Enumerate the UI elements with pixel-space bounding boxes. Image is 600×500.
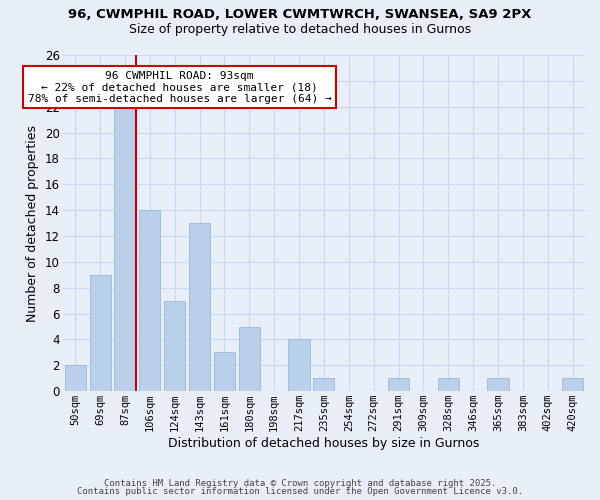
Bar xyxy=(189,223,210,391)
Bar xyxy=(89,275,110,391)
Bar xyxy=(239,326,260,391)
Text: 96 CWMPHIL ROAD: 93sqm
← 22% of detached houses are smaller (18)
78% of semi-det: 96 CWMPHIL ROAD: 93sqm ← 22% of detached… xyxy=(28,70,332,104)
Bar xyxy=(115,106,136,391)
Text: Size of property relative to detached houses in Gurnos: Size of property relative to detached ho… xyxy=(129,22,471,36)
Bar xyxy=(164,300,185,391)
Y-axis label: Number of detached properties: Number of detached properties xyxy=(26,124,40,322)
Text: Contains HM Land Registry data © Crown copyright and database right 2025.: Contains HM Land Registry data © Crown c… xyxy=(104,478,496,488)
Text: Contains public sector information licensed under the Open Government Licence v3: Contains public sector information licen… xyxy=(77,487,523,496)
Bar xyxy=(65,366,86,391)
Bar xyxy=(289,340,310,391)
Bar xyxy=(388,378,409,391)
Text: 96, CWMPHIL ROAD, LOWER CWMTWRCH, SWANSEA, SA9 2PX: 96, CWMPHIL ROAD, LOWER CWMTWRCH, SWANSE… xyxy=(68,8,532,20)
X-axis label: Distribution of detached houses by size in Gurnos: Distribution of detached houses by size … xyxy=(168,437,479,450)
Bar xyxy=(437,378,459,391)
Bar xyxy=(139,210,160,391)
Bar xyxy=(313,378,334,391)
Bar xyxy=(562,378,583,391)
Bar xyxy=(487,378,509,391)
Bar xyxy=(214,352,235,391)
